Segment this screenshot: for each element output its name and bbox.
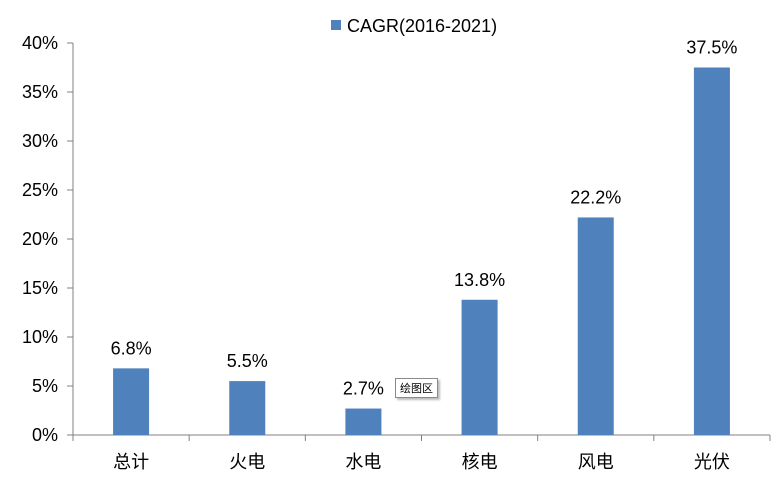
- data-label: 13.8%: [454, 270, 505, 290]
- y-tick-label: 35%: [22, 82, 58, 102]
- x-tick-label: 火电: [229, 452, 265, 473]
- bar: [113, 368, 150, 435]
- data-label: 37.5%: [686, 38, 737, 58]
- y-tick-label: 10%: [22, 327, 58, 347]
- y-tick-label: 15%: [22, 278, 58, 298]
- x-tick-label: 水电: [345, 452, 381, 473]
- data-label: 6.8%: [111, 338, 152, 358]
- x-tick-label: 总计: [113, 452, 149, 473]
- legend-swatch: [331, 20, 341, 30]
- x-tick-label: 风电: [578, 452, 614, 473]
- y-tick-label: 0%: [32, 425, 58, 445]
- data-label: 2.7%: [343, 379, 384, 399]
- y-tick-label: 30%: [22, 131, 58, 151]
- plot-area-tooltip: 绘图区: [395, 378, 438, 398]
- data-labels: 6.8% 5.5% 2.7% 13.8% 22.2% 37.5%: [111, 38, 738, 399]
- bar: [577, 217, 614, 435]
- bar: [693, 67, 730, 435]
- bar: [229, 381, 266, 435]
- bars: [113, 67, 730, 435]
- data-label: 22.2%: [570, 187, 621, 207]
- x-tick-label: 核电: [462, 452, 498, 473]
- x-tick-label: 光伏: [694, 452, 730, 473]
- axes: 0% 5% 10% 15% 20% 25% 30% 35% 40% 总计 火电 水电 核电 风电 光伏: [22, 33, 771, 473]
- data-label: 5.5%: [227, 351, 268, 371]
- y-tick-label: 40%: [22, 33, 58, 53]
- bar: [461, 299, 498, 435]
- y-tick-label: 5%: [32, 376, 58, 396]
- bar: [345, 408, 382, 435]
- legend: CAGR(2016-2021): [331, 16, 497, 36]
- legend-label: CAGR(2016-2021): [347, 16, 497, 36]
- y-tick-label: 25%: [22, 180, 58, 200]
- y-tick-label: 20%: [22, 229, 58, 249]
